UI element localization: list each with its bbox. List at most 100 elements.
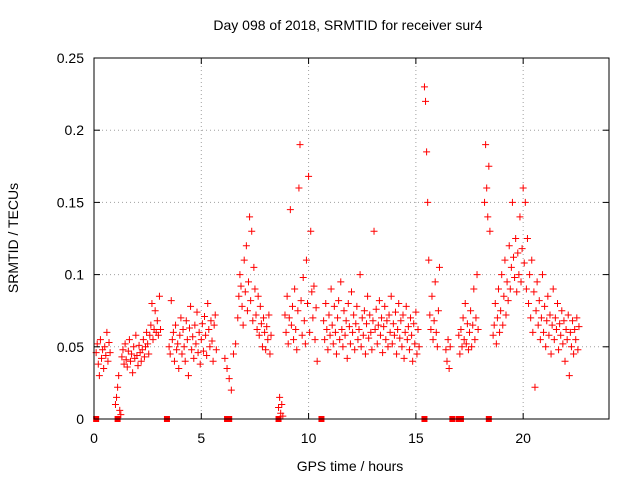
data-point xyxy=(153,317,161,325)
data-point xyxy=(528,256,536,264)
data-point xyxy=(424,198,432,206)
data-point xyxy=(466,328,474,336)
data-point xyxy=(304,299,312,307)
data-points xyxy=(92,83,583,422)
data-point xyxy=(543,317,551,325)
data-point xyxy=(502,311,510,319)
data-point xyxy=(252,311,260,319)
data-point xyxy=(473,271,481,279)
data-point xyxy=(426,311,434,319)
data-point xyxy=(130,343,138,351)
data-point xyxy=(151,307,159,315)
data-point xyxy=(309,314,317,322)
data-point xyxy=(93,340,101,348)
x-tick-label: 15 xyxy=(408,430,424,446)
data-point xyxy=(350,311,358,319)
data-point xyxy=(188,346,196,354)
data-point xyxy=(456,350,464,358)
data-point xyxy=(459,314,467,322)
data-point xyxy=(240,256,248,264)
data-point xyxy=(133,351,141,359)
data-point xyxy=(503,278,511,286)
data-point xyxy=(496,328,504,336)
data-point xyxy=(469,321,477,329)
data-point xyxy=(225,375,233,383)
data-point xyxy=(285,314,293,322)
data-point xyxy=(420,83,428,91)
data-point xyxy=(202,331,210,339)
data-point xyxy=(321,336,329,344)
data-point xyxy=(431,278,439,286)
data-point xyxy=(126,357,134,365)
data-point xyxy=(293,346,301,354)
data-point xyxy=(191,321,199,329)
data-point xyxy=(292,325,300,333)
data-point xyxy=(336,336,344,344)
data-point xyxy=(251,285,259,293)
data-point xyxy=(400,354,408,362)
data-point xyxy=(101,343,109,351)
data-point xyxy=(483,184,491,192)
data-point xyxy=(105,338,113,346)
data-point xyxy=(122,356,130,364)
data-point xyxy=(184,372,192,380)
data-point xyxy=(435,263,443,271)
plot-frame xyxy=(93,57,610,420)
data-point xyxy=(354,336,362,344)
data-point xyxy=(261,328,269,336)
data-point xyxy=(536,336,544,344)
data-point xyxy=(313,357,321,365)
data-point xyxy=(395,299,403,307)
data-point xyxy=(525,299,533,307)
data-point xyxy=(146,331,154,339)
data-point xyxy=(324,346,332,354)
data-point xyxy=(547,350,555,358)
data-point xyxy=(120,360,128,368)
data-point xyxy=(519,184,527,192)
data-point xyxy=(372,305,380,313)
data-point xyxy=(100,364,108,372)
data-point xyxy=(262,346,270,354)
data-point xyxy=(555,346,563,354)
data-point xyxy=(428,292,436,300)
data-point xyxy=(288,302,296,310)
data-point xyxy=(227,386,235,394)
data-point xyxy=(493,314,501,322)
data-point xyxy=(512,235,520,242)
data-point xyxy=(212,346,220,354)
data-point xyxy=(169,328,177,336)
data-point xyxy=(246,213,254,221)
data-point xyxy=(94,360,102,368)
data-point xyxy=(405,346,413,354)
data-point xyxy=(95,372,103,380)
data-point xyxy=(278,401,286,409)
data-point xyxy=(484,213,492,221)
data-point xyxy=(241,288,249,296)
data-point xyxy=(389,320,397,328)
data-point xyxy=(102,351,110,359)
data-point xyxy=(468,343,476,351)
data-point xyxy=(339,343,347,351)
data-point xyxy=(399,311,407,319)
data-point xyxy=(134,362,142,370)
data-point xyxy=(253,325,261,333)
data-point xyxy=(494,285,502,293)
data-point xyxy=(427,325,435,333)
data-point xyxy=(140,353,148,361)
data-point xyxy=(385,311,393,319)
data-point xyxy=(341,331,349,339)
data-point xyxy=(530,288,538,296)
data-point xyxy=(537,314,545,322)
data-point xyxy=(138,346,146,354)
data-point xyxy=(506,285,514,293)
data-point xyxy=(486,227,494,235)
data-point xyxy=(331,328,339,336)
data-point xyxy=(574,346,582,354)
data-point xyxy=(211,311,219,319)
data-point xyxy=(345,323,353,331)
data-point xyxy=(328,321,336,329)
data-point xyxy=(194,349,202,357)
data-point xyxy=(232,340,240,348)
data-point xyxy=(343,354,351,362)
